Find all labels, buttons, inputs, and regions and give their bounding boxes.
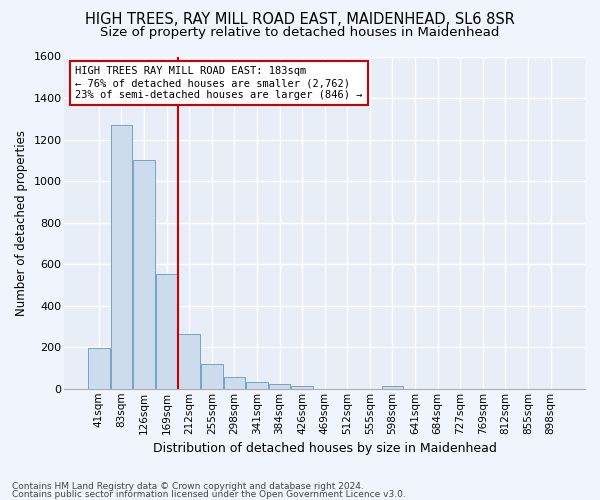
Bar — [201, 364, 223, 389]
Bar — [133, 160, 155, 389]
Bar — [224, 376, 245, 389]
Bar — [292, 386, 313, 389]
Y-axis label: Number of detached properties: Number of detached properties — [15, 130, 28, 316]
Text: HIGH TREES RAY MILL ROAD EAST: 183sqm
← 76% of detached houses are smaller (2,76: HIGH TREES RAY MILL ROAD EAST: 183sqm ← … — [75, 66, 362, 100]
Bar — [88, 348, 110, 389]
Text: Size of property relative to detached houses in Maidenhead: Size of property relative to detached ho… — [100, 26, 500, 39]
Bar — [178, 334, 200, 389]
Text: HIGH TREES, RAY MILL ROAD EAST, MAIDENHEAD, SL6 8SR: HIGH TREES, RAY MILL ROAD EAST, MAIDENHE… — [85, 12, 515, 28]
Bar — [382, 386, 403, 389]
X-axis label: Distribution of detached houses by size in Maidenhead: Distribution of detached houses by size … — [153, 442, 497, 455]
Bar — [269, 384, 290, 389]
Bar — [246, 382, 268, 389]
Text: Contains HM Land Registry data © Crown copyright and database right 2024.: Contains HM Land Registry data © Crown c… — [12, 482, 364, 491]
Bar — [111, 125, 132, 389]
Bar — [156, 274, 178, 389]
Text: Contains public sector information licensed under the Open Government Licence v3: Contains public sector information licen… — [12, 490, 406, 499]
